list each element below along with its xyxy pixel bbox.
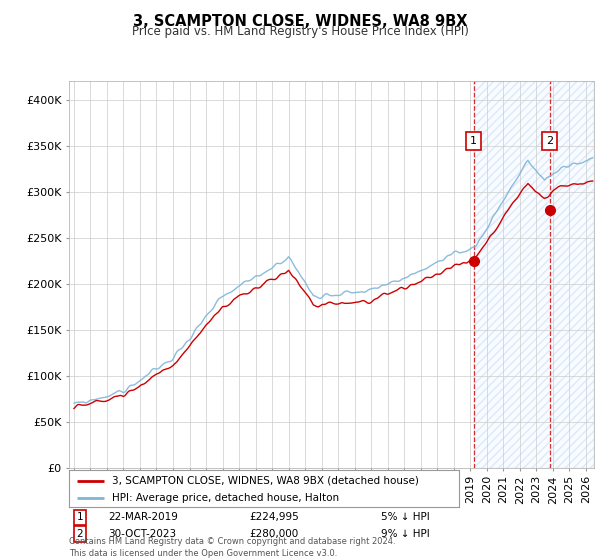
Text: Price paid vs. HM Land Registry's House Price Index (HPI): Price paid vs. HM Land Registry's House … [131,25,469,38]
Text: 2: 2 [76,529,83,539]
Text: 3, SCAMPTON CLOSE, WIDNES, WA8 9BX: 3, SCAMPTON CLOSE, WIDNES, WA8 9BX [133,14,467,29]
Text: 30-OCT-2023: 30-OCT-2023 [108,529,176,539]
Text: 22-MAR-2019: 22-MAR-2019 [108,512,178,522]
Text: 9% ↓ HPI: 9% ↓ HPI [381,529,430,539]
Text: £224,995: £224,995 [249,512,299,522]
Bar [474,81,594,468]
Text: £280,000: £280,000 [249,529,298,539]
Bar [474,81,594,468]
Text: 1: 1 [470,136,478,146]
Text: HPI: Average price, detached house, Halton: HPI: Average price, detached house, Halt… [112,493,339,503]
Text: 3, SCAMPTON CLOSE, WIDNES, WA8 9BX (detached house): 3, SCAMPTON CLOSE, WIDNES, WA8 9BX (deta… [112,475,419,486]
Text: 2: 2 [547,136,553,146]
Text: 5% ↓ HPI: 5% ↓ HPI [381,512,430,522]
Text: Contains HM Land Registry data © Crown copyright and database right 2024.
This d: Contains HM Land Registry data © Crown c… [69,537,395,558]
Text: 1: 1 [76,512,83,522]
